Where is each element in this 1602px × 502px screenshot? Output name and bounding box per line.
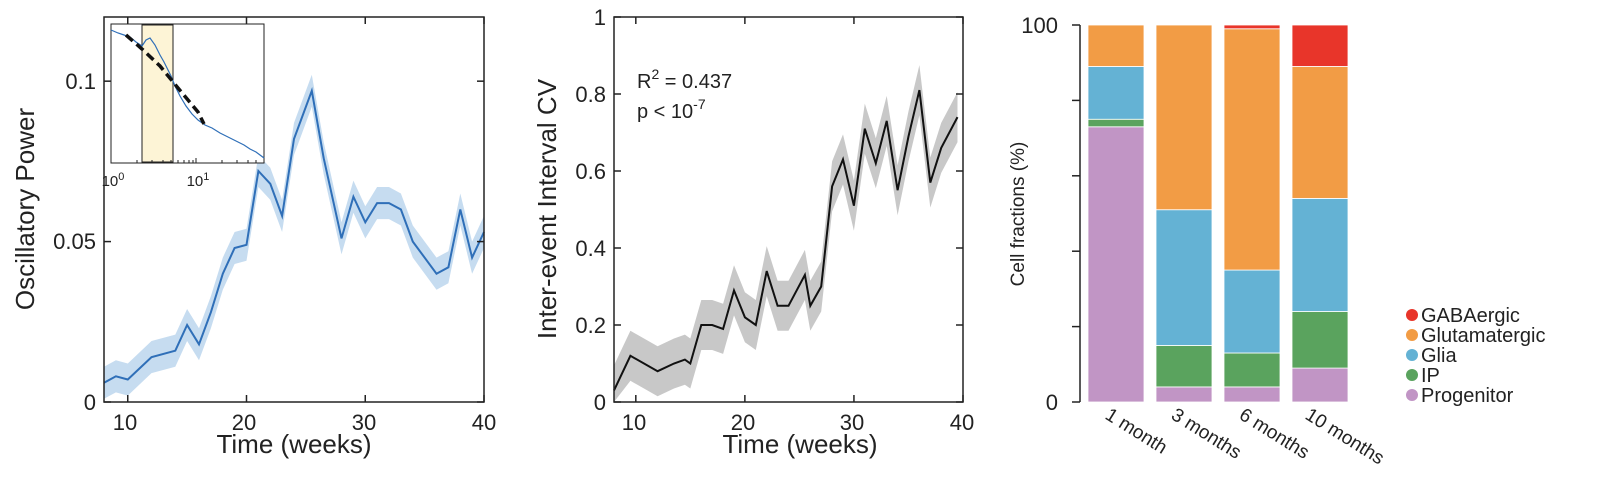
cv-axes-frame [613,16,964,403]
bar-segment-glutamatergic [1155,24,1213,211]
cv-ytick-02: 0.2 [575,313,606,338]
legend-marker-gabaergic [1406,309,1418,321]
bar-segment-gabaergic [1223,24,1281,30]
power-ticks [104,17,485,403]
iei-cv-chart: 10 20 30 40 0 0.2 0.4 0.6 0.8 1 Time (we… [532,5,974,459]
inset-frame [110,23,265,164]
legend-label-glutamatergic: Glutamatergic [1421,325,1546,347]
fractions-xcat-4: 10 months [1301,404,1387,469]
power-series-line [103,86,485,384]
bar-segment-gabaergic [1291,24,1349,67]
legend-marker-glia [1406,349,1418,361]
inset-ticks [110,158,257,163]
cv-r2-annotation: R2 = 0.437 [637,66,732,93]
bar-segment-ip [1223,352,1281,388]
cv-ticks [614,16,964,403]
bar-segment-glutamatergic [1087,24,1145,67]
cell-fractions-chart: 0 100 Cell fractions (%) 1 month 3 month… [1008,13,1546,469]
bar-segment-glia [1087,66,1145,120]
inset-xtick-10-1: 101 [187,171,210,190]
legend-marker-ip [1406,369,1418,381]
bar-segment-ip [1087,118,1145,128]
legend-marker-glutamatergic [1406,329,1418,341]
bar-segment-glutamatergic [1223,28,1281,271]
bar-segment-progenitor [1087,126,1145,403]
inset-xtick-10-0: 100 [102,171,125,190]
bar-segment-progenitor [1155,386,1213,403]
bar-segment-glia [1291,198,1349,312]
power-xtick-20: 20 [232,410,256,435]
cv-ylabel: Inter-event Interval CV [532,78,562,339]
bar-segment-ip [1155,345,1213,388]
power-axes-frame [103,16,485,403]
fractions-ticks [1072,24,1080,403]
cv-xtick-40: 40 [950,410,974,435]
fractions-ytick-0: 0 [1046,390,1058,415]
legend-label-glia: Glia [1421,345,1457,367]
inset-dashed-fit [124,33,206,125]
cv-ytick-08: 0.8 [575,82,606,107]
power-ylabel: Oscillatory Power [10,108,40,311]
oscillatory-power-chart: 10 20 30 40 0 0.05 0.1 Time (weeks) Osci… [10,16,496,459]
cv-ytick-04: 0.4 [575,236,606,261]
bar-segment-glia [1223,269,1281,354]
power-xlabel: Time (weeks) [216,429,371,459]
fractions-xcat-2: 3 months [1167,404,1244,463]
bar-segment-glutamatergic [1291,66,1349,199]
bar-segment-ip [1291,311,1349,369]
fractions-legend: GABAergic Glutamatergic Glia IP Progenit… [1406,305,1546,407]
power-xtick-30: 30 [352,410,376,435]
cv-xtick-30: 30 [840,410,864,435]
power-xtick-40: 40 [472,410,496,435]
fractions-xcat-3: 6 months [1235,404,1312,463]
legend-marker-progenitor [1406,389,1418,401]
inset-highlight-band [141,24,174,163]
cv-xlabel: Time (weeks) [722,429,877,459]
inset-spectrum-line [110,29,265,159]
power-ytick-01: 0.1 [65,69,96,94]
cv-p-annotation: p < 10-7 [637,96,706,123]
legend-label-progenitor: Progenitor [1421,385,1514,407]
power-xtick-10: 10 [113,410,137,435]
fractions-xcat-1: 1 month [1101,404,1170,458]
cv-xtick-20: 20 [731,410,755,435]
legend-label-gabaergic: GABAergic [1421,305,1520,327]
cv-ytick-0: 0 [594,390,606,415]
stacked-bars [1087,24,1349,403]
cv-xtick-10: 10 [622,410,646,435]
cv-series-line [613,89,959,391]
bar-segment-progenitor [1291,367,1349,403]
power-ytick-0: 0 [84,390,96,415]
fractions-ylabel: Cell fractions (%) [1008,142,1029,287]
bar-segment-glia [1155,209,1213,346]
fractions-ytick-100: 100 [1021,13,1058,38]
bar-segment-progenitor [1223,386,1281,403]
legend-label-ip: IP [1421,365,1440,387]
cv-ytick-06: 0.6 [575,159,606,184]
power-ytick-005: 0.05 [53,229,96,254]
cv-ytick-1: 1 [594,5,606,30]
power-inset: 100 101 [102,23,265,190]
